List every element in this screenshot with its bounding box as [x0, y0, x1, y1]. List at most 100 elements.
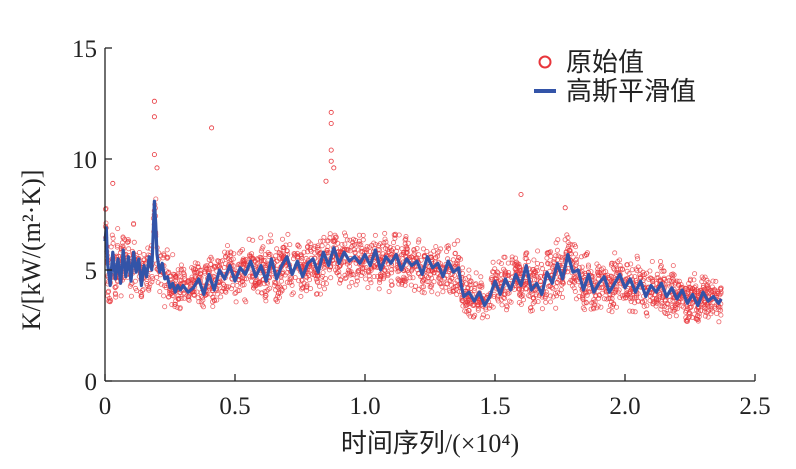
raw-point [573, 274, 579, 280]
raw-point [433, 255, 439, 261]
raw-point [341, 230, 347, 236]
raw-point [415, 239, 421, 245]
raw-point [289, 282, 295, 288]
raw-point [621, 295, 627, 301]
raw-point [262, 257, 268, 263]
raw-point [301, 280, 307, 286]
raw-point [568, 277, 574, 283]
raw-point [382, 230, 388, 236]
raw-point [499, 302, 505, 308]
raw-point [381, 240, 387, 246]
raw-point [631, 294, 637, 300]
raw-point [332, 267, 338, 273]
raw-point [496, 259, 502, 265]
raw-point [292, 251, 298, 257]
raw-point [596, 295, 602, 301]
raw-point [139, 292, 145, 298]
raw-point [313, 291, 319, 297]
raw-point [191, 292, 197, 298]
raw-point [450, 285, 456, 291]
raw-point [627, 290, 633, 296]
raw-point [298, 253, 304, 259]
raw-point [470, 302, 476, 308]
raw-point [347, 263, 353, 269]
raw-point [437, 280, 443, 286]
raw-point [192, 260, 198, 266]
raw-point [351, 247, 357, 253]
raw-point [716, 319, 722, 325]
raw-point [294, 250, 300, 256]
raw-point [290, 256, 296, 262]
raw-outlier-point [151, 114, 157, 120]
raw-point [634, 253, 640, 259]
raw-point [222, 288, 228, 294]
raw-point [177, 305, 183, 311]
raw-point [181, 266, 187, 272]
raw-point [718, 312, 724, 318]
raw-point [210, 266, 216, 272]
raw-point [150, 276, 156, 282]
raw-point [284, 248, 290, 254]
raw-point [609, 274, 615, 280]
raw-point [439, 284, 445, 290]
raw-point [172, 301, 178, 307]
raw-point [380, 251, 386, 257]
raw-point [228, 250, 234, 256]
raw-point [343, 275, 349, 281]
raw-point [265, 287, 271, 293]
raw-point [663, 310, 669, 316]
x-tick-label: 1.5 [479, 393, 510, 420]
x-tick-label: 0.5 [219, 393, 250, 420]
raw-point [664, 311, 670, 317]
raw-point [402, 241, 408, 247]
raw-point [714, 310, 720, 316]
raw-point [255, 289, 261, 295]
raw-point [376, 286, 382, 292]
raw-point [466, 308, 472, 314]
raw-point [179, 295, 185, 301]
raw-point [591, 305, 597, 311]
raw-point [635, 291, 641, 297]
raw-point [224, 284, 230, 290]
raw-point [450, 257, 456, 263]
raw-point [558, 287, 564, 293]
raw-point [360, 237, 366, 243]
raw-point [503, 270, 509, 276]
smoothed-line-layer [103, 199, 723, 308]
raw-point [115, 242, 121, 248]
raw-point [531, 257, 537, 263]
raw-point [574, 256, 580, 262]
raw-point [592, 279, 598, 285]
raw-point [427, 272, 433, 278]
y-tick-label: 0 [85, 369, 98, 396]
raw-point [678, 282, 684, 288]
raw-point [342, 275, 348, 281]
raw-point [472, 282, 478, 288]
raw-point [356, 270, 362, 276]
raw-point [494, 269, 500, 275]
raw-point [609, 309, 615, 315]
raw-point [455, 238, 461, 244]
raw-point [599, 284, 605, 290]
raw-point [669, 278, 675, 284]
raw-point [188, 281, 194, 287]
raw-point [408, 282, 414, 288]
raw-point [218, 294, 224, 300]
legend-smooth-label: 高斯平滑值 [566, 77, 696, 106]
raw-point [668, 307, 674, 313]
raw-point [711, 288, 717, 294]
raw-point [710, 278, 716, 284]
raw-point [429, 275, 435, 281]
raw-point [654, 275, 660, 281]
raw-point [470, 314, 476, 320]
raw-point [453, 262, 459, 268]
raw-point [364, 246, 370, 252]
raw-point [172, 273, 178, 279]
raw-point [579, 264, 585, 270]
raw-point [637, 274, 643, 280]
raw-point [705, 279, 711, 285]
raw-point [171, 293, 177, 299]
raw-point [538, 278, 544, 284]
raw-point [466, 311, 472, 317]
raw-point [289, 275, 295, 281]
